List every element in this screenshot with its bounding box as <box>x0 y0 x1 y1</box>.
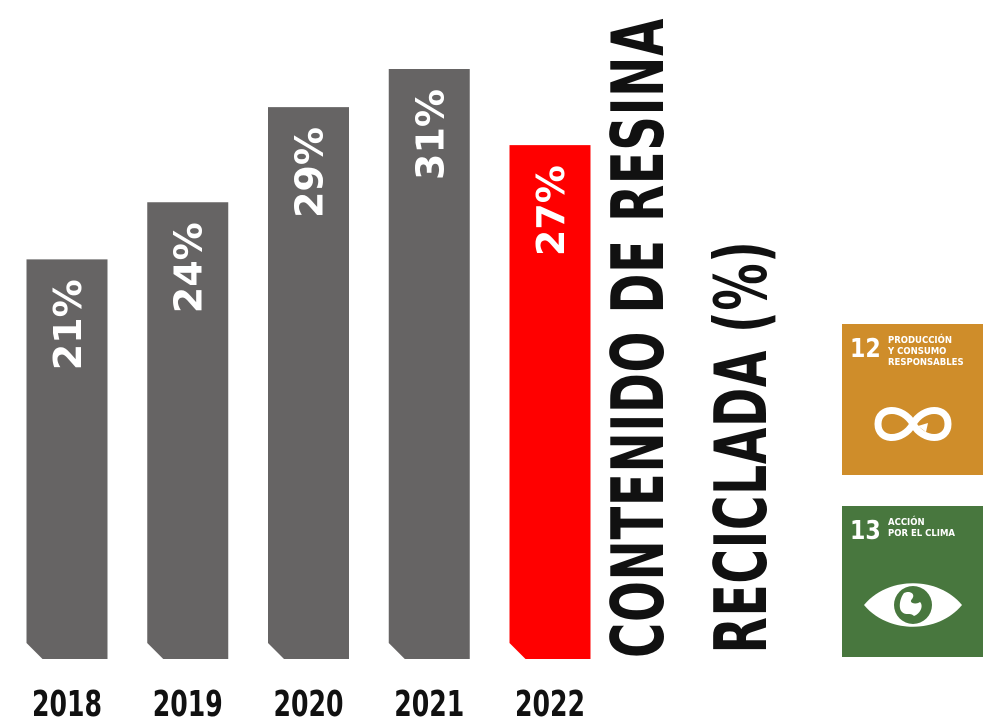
chart-title-line-2: RECICLADA (%) <box>699 241 783 654</box>
x-axis-ticks: 2018 2019 2020 2021 2022 <box>32 684 585 724</box>
sdg-label-line: PRODUCCIÓN <box>888 335 952 346</box>
chart-title-line-1: CONTENIDO DE RESINA <box>596 18 680 658</box>
bar-2020 <box>268 107 349 659</box>
data-label-2018: 21% <box>46 279 90 370</box>
bar-2021 <box>388 69 470 659</box>
sdg-number: 12 <box>850 334 881 364</box>
bar-2022 <box>509 145 591 659</box>
sdg-label-line: RESPONSABLES <box>888 357 964 368</box>
sdg-13-badge: 13 ACCIÓN POR EL CLIMA <box>842 506 983 657</box>
data-label-2022: 27% <box>529 165 573 256</box>
infinity-loop-icon <box>874 407 952 441</box>
sdg-label-line: POR EL CLIMA <box>888 528 956 539</box>
bars <box>26 69 591 659</box>
x-tick-label-2021: 2021 <box>394 684 464 724</box>
bar-2018 <box>26 259 108 659</box>
data-label-2021: 31% <box>408 89 452 180</box>
sdg-label: PRODUCCIÓN Y CONSUMO RESPONSABLES <box>888 335 966 368</box>
sdg-label: ACCIÓN POR EL CLIMA <box>888 517 966 539</box>
sdg-label-line: Y CONSUMO <box>888 346 947 357</box>
chart-title: CONTENIDO DE RESINA RECICLADA (%) <box>596 18 783 658</box>
bar-2019 <box>147 202 229 659</box>
x-tick-label-2019: 2019 <box>153 684 223 724</box>
data-labels: 21% 24% 29% 31% 27% <box>46 89 573 370</box>
x-tick-label-2018: 2018 <box>32 684 102 724</box>
data-label-2019: 24% <box>167 222 211 313</box>
sdg-number: 13 <box>850 516 881 546</box>
eye-globe-icon <box>864 583 962 627</box>
sdg-12-badge: 12 PRODUCCIÓN Y CONSUMO RESPONSABLES <box>842 324 983 475</box>
x-tick-label-2020: 2020 <box>274 684 344 724</box>
data-label-2020: 29% <box>288 127 332 218</box>
x-tick-label-2022: 2022 <box>515 684 585 724</box>
sdg-label-line: ACCIÓN <box>888 517 925 528</box>
